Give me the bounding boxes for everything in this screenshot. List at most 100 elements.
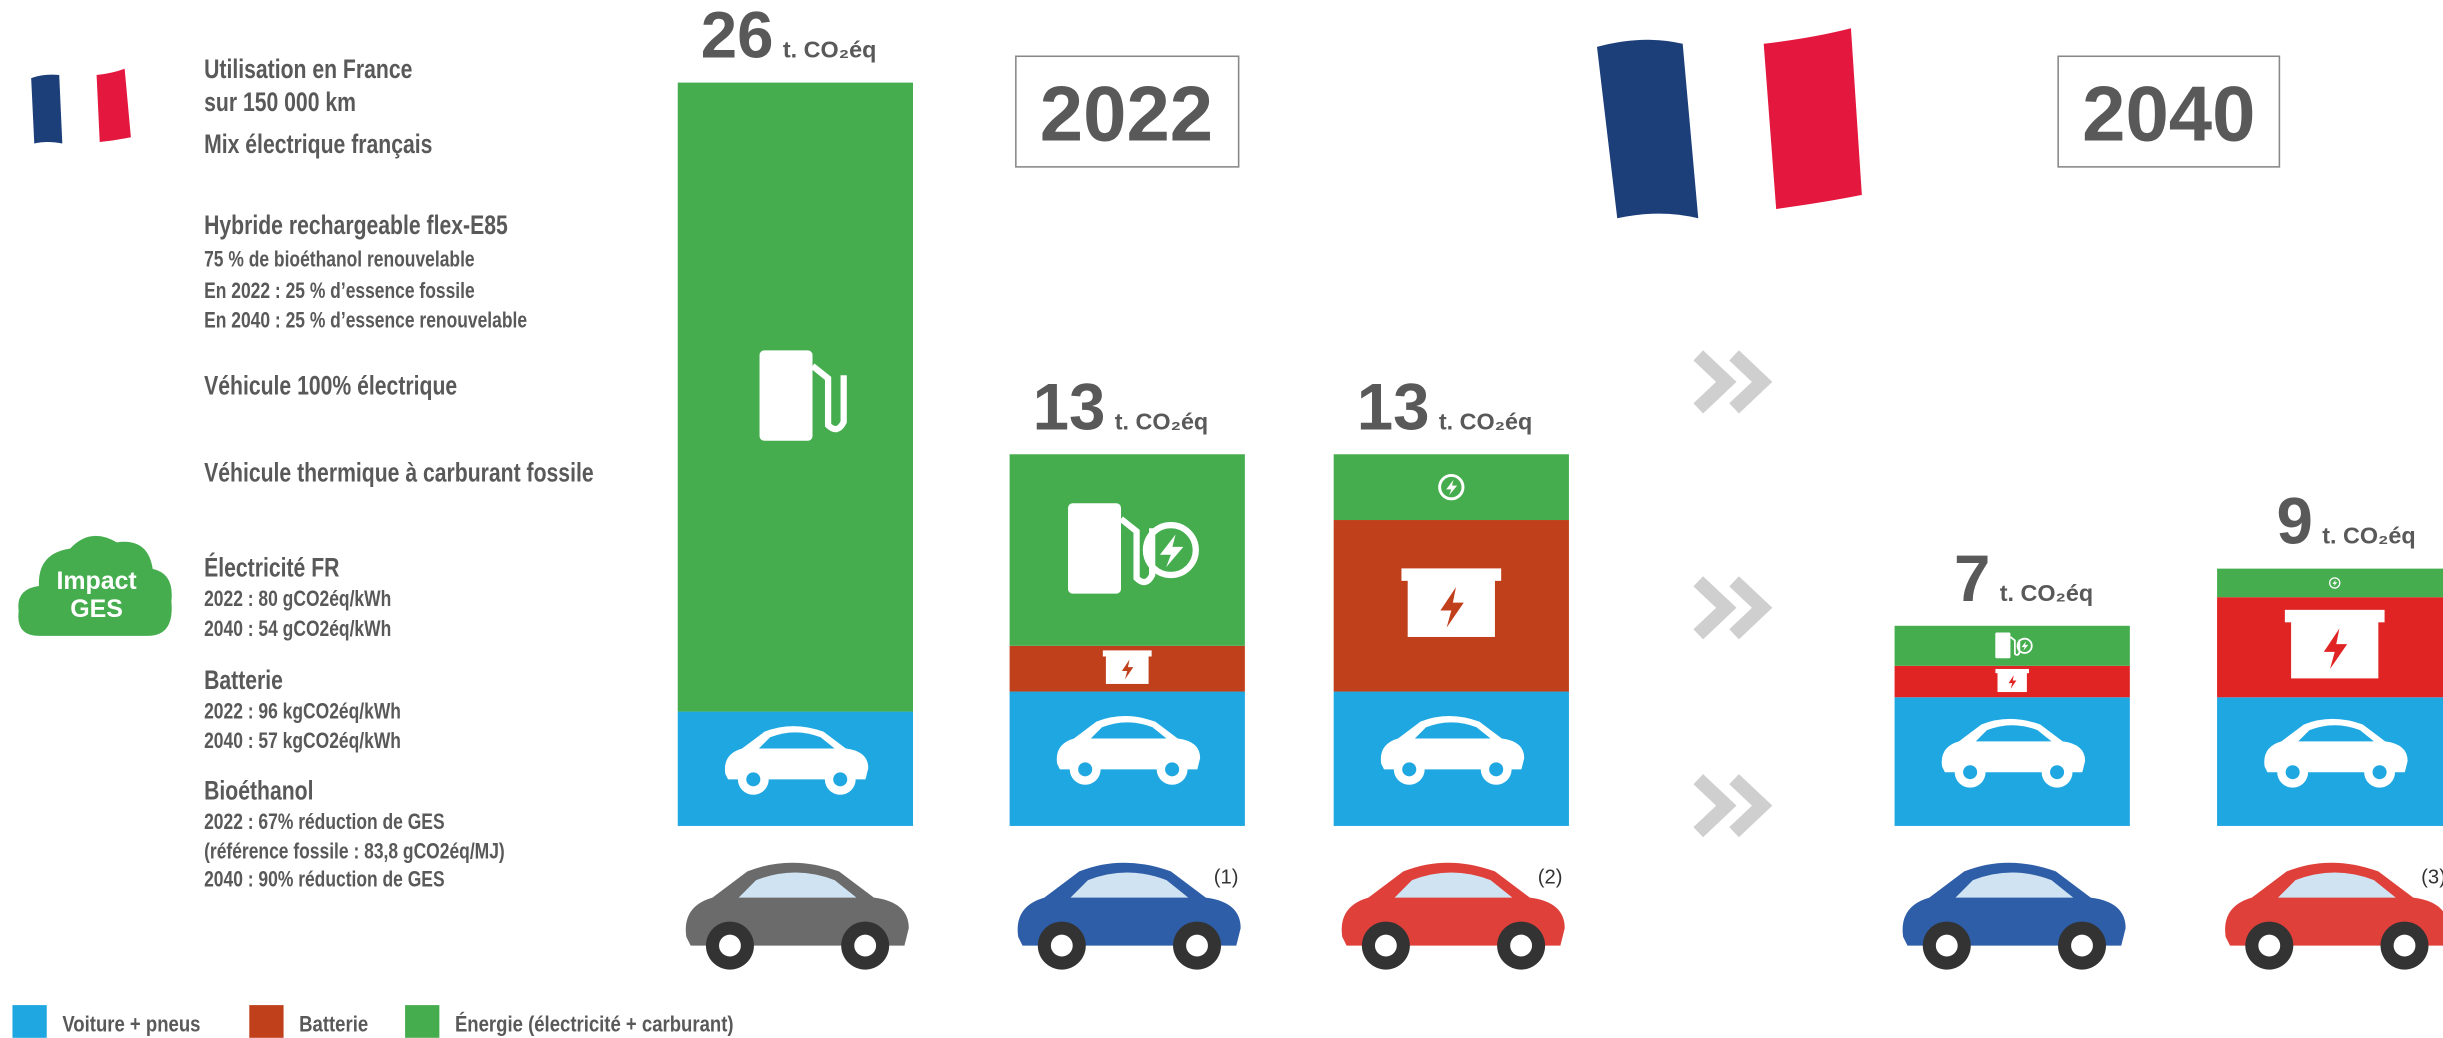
battery-icon bbox=[1102, 650, 1152, 684]
hub bbox=[2071, 934, 2093, 957]
year-box bbox=[1015, 55, 1240, 168]
hub bbox=[1963, 765, 1978, 780]
car-icon bbox=[685, 862, 909, 970]
bolt-circle bbox=[1142, 521, 1199, 579]
hub bbox=[1186, 934, 1208, 957]
pump bbox=[1995, 632, 2011, 659]
year: 2040 bbox=[2082, 69, 2255, 157]
battery-icon bbox=[1401, 568, 1502, 637]
legend-swatch bbox=[249, 1005, 284, 1038]
item-line: 2040 : 90% réduction de GES bbox=[204, 868, 444, 892]
hub bbox=[2285, 765, 2300, 780]
footnote: (1) bbox=[1214, 867, 1239, 889]
total-label: 9 bbox=[2277, 485, 2313, 558]
car-window bbox=[1955, 872, 2074, 898]
total-unit: t. CO₂éq bbox=[2000, 580, 2093, 606]
item-line: sur 150 000 km bbox=[204, 88, 356, 118]
car-icon bbox=[2225, 862, 2443, 970]
item-line: 2040 : 57 kgCO2éq/kWh bbox=[204, 729, 401, 753]
item-line: 75 % de bioéthanol renouvelable bbox=[204, 248, 475, 272]
car-window bbox=[1394, 872, 1513, 898]
item-title: Véhicule 100% électrique bbox=[204, 371, 457, 401]
total-unit: t. CO₂éq bbox=[1439, 408, 1532, 434]
energy-icon bbox=[1438, 473, 1465, 501]
item-title: Batterie bbox=[204, 666, 283, 696]
item-line: En 2022 : 25 % d’essence fossile bbox=[204, 279, 475, 303]
hub bbox=[1374, 934, 1397, 957]
hub bbox=[1402, 762, 1417, 777]
hub bbox=[719, 934, 741, 957]
item-line: 2022 : 96 kgCO2éq/kWh bbox=[204, 700, 401, 724]
car-icon bbox=[1380, 716, 1525, 785]
car-icon bbox=[1017, 862, 1241, 970]
cloud: Impact GES bbox=[18, 535, 172, 636]
pump-hose bbox=[1119, 516, 1156, 586]
car-window bbox=[738, 872, 857, 898]
chevrons bbox=[1693, 350, 1773, 838]
energy-icon bbox=[2328, 577, 2341, 589]
pump-hose bbox=[810, 363, 847, 433]
item-title: Véhicule thermique à carburant fossile bbox=[204, 458, 594, 488]
car-icon bbox=[1056, 716, 1201, 785]
year: 2022 bbox=[1040, 69, 1213, 157]
item-title: Électricité FR bbox=[204, 552, 339, 583]
hub bbox=[1510, 934, 1533, 957]
car-window bbox=[1090, 722, 1167, 739]
battery-top bbox=[1401, 568, 1502, 581]
battery-top bbox=[1995, 668, 2029, 674]
flag-icon bbox=[31, 68, 131, 144]
car-window bbox=[1975, 725, 2052, 742]
hub bbox=[2372, 765, 2387, 780]
item-line: En 2040 : 25 % d’essence renouvelable bbox=[204, 309, 527, 333]
bolt-circle bbox=[2016, 637, 2033, 654]
total-unit: t. CO₂éq bbox=[783, 37, 876, 63]
bolt-circle bbox=[2328, 577, 2341, 589]
energy-icon bbox=[1068, 503, 1199, 594]
car-icon bbox=[1902, 862, 2126, 970]
energy-icon bbox=[1995, 632, 2033, 659]
item-title: Bioéthanol bbox=[204, 776, 313, 806]
bar-segment bbox=[1009, 454, 1245, 646]
battery-top bbox=[1102, 650, 1152, 657]
legend-swatch bbox=[405, 1005, 440, 1038]
cloud-text: Impact bbox=[56, 567, 136, 595]
hub bbox=[1165, 762, 1180, 777]
item-line: 2022 : 67% réduction de GES bbox=[204, 810, 444, 834]
year-box bbox=[2057, 55, 2281, 168]
item-title: Hybride rechargeable flex-E85 bbox=[204, 211, 508, 241]
total-label: 13 bbox=[1033, 370, 1106, 443]
item-line: (référence fossile : 83,8 gCO2éq/MJ) bbox=[204, 840, 505, 864]
car-icon bbox=[724, 726, 869, 795]
bar-segment bbox=[1894, 625, 2130, 666]
hub bbox=[1489, 762, 1504, 777]
battery-icon bbox=[2284, 609, 2385, 679]
footnote: (2) bbox=[1538, 867, 1563, 889]
battery-top bbox=[2284, 609, 2385, 623]
car-window bbox=[1070, 872, 1189, 898]
total-label: 7 bbox=[1954, 542, 1990, 615]
legend-swatch bbox=[12, 1005, 47, 1038]
france-flag bbox=[1596, 28, 1862, 219]
energy-icon bbox=[759, 350, 847, 441]
hub bbox=[2258, 934, 2281, 957]
hub bbox=[833, 772, 848, 787]
total-unit: t. CO₂éq bbox=[1115, 408, 1208, 434]
bolt bbox=[1121, 659, 1134, 680]
bolt-circle bbox=[1438, 473, 1465, 501]
bolt bbox=[2008, 675, 2017, 689]
hub bbox=[2050, 765, 2065, 780]
item-line: Mix électrique français bbox=[204, 130, 432, 160]
hub bbox=[2393, 934, 2416, 957]
legend-label: Énergie (électricité + carburant) bbox=[455, 1012, 734, 1037]
hub bbox=[1935, 934, 1958, 957]
item-line: 2040 : 54 gCO2éq/kWh bbox=[204, 617, 391, 641]
pump-hose bbox=[2009, 636, 2021, 656]
battery-icon bbox=[1995, 668, 2029, 693]
total-label: 26 bbox=[701, 0, 774, 72]
car-icon bbox=[2264, 718, 2408, 788]
total-label: 13 bbox=[1357, 370, 1430, 443]
legend-label: Batterie bbox=[299, 1013, 368, 1037]
